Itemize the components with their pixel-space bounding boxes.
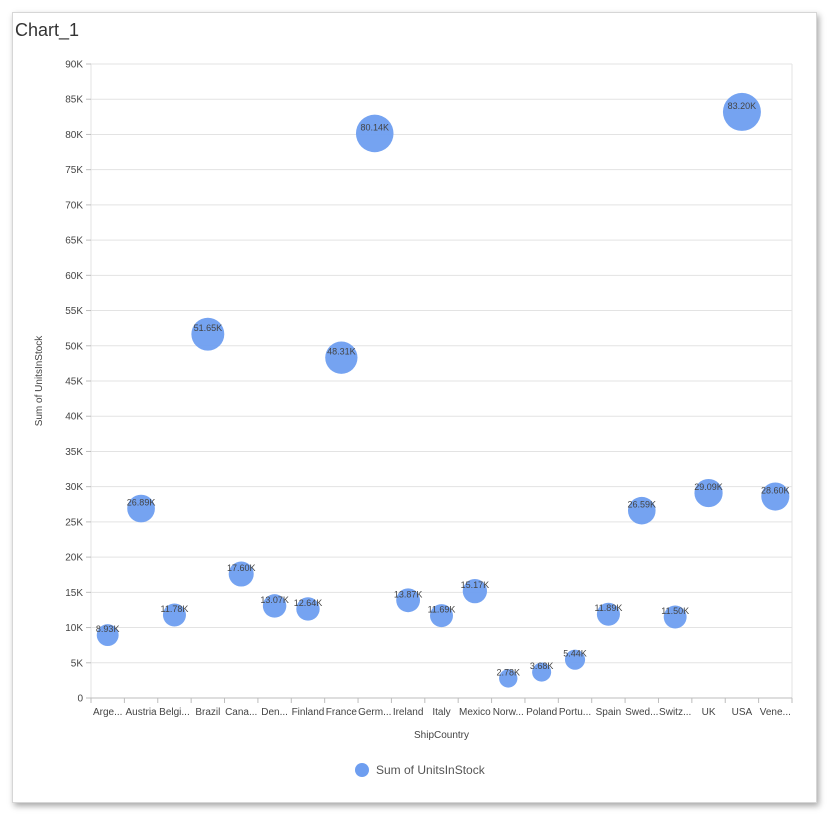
x-tick-label: Finland [292, 707, 325, 718]
y-tick-label: 60K [65, 271, 83, 282]
data-label: 11.89K [594, 603, 622, 613]
bubble[interactable] [228, 561, 254, 587]
y-tick-label: 10K [65, 623, 83, 634]
data-label: 12.64K [294, 598, 323, 608]
y-tick-label: 70K [65, 200, 83, 211]
x-tick-label: Arge... [93, 707, 122, 718]
bubble[interactable] [663, 605, 687, 629]
bubble[interactable] [564, 649, 586, 670]
y-tick-label: 75K [65, 165, 83, 176]
data-label: 26.59K [628, 500, 657, 510]
bubble[interactable] [532, 662, 552, 682]
bubble[interactable] [722, 92, 761, 131]
chart-title: Chart_1 [15, 20, 80, 40]
y-tick-label: 55K [65, 306, 83, 317]
data-label: 29.09K [694, 482, 723, 492]
x-tick-label: Italy [432, 707, 450, 718]
data-label: 13.07K [260, 595, 289, 605]
x-tick-label: Austria [126, 707, 158, 718]
bubble[interactable] [96, 624, 119, 647]
data-label: 28.60K [761, 486, 790, 496]
bubble[interactable] [191, 317, 225, 351]
data-label: 51.65K [194, 323, 223, 333]
data-label: 11.69K [428, 605, 456, 615]
bubble[interactable] [499, 669, 518, 688]
y-tick-label: 20K [65, 553, 83, 564]
bubble[interactable] [162, 603, 186, 627]
x-tick-label: Cana... [225, 707, 257, 718]
x-tick-label: Ireland [393, 707, 424, 718]
data-label: 8.93K [96, 624, 120, 634]
bubble[interactable] [430, 604, 453, 628]
x-tick-label: Portu... [559, 707, 591, 718]
bubble[interactable] [296, 597, 320, 621]
legend[interactable]: Sum of UnitsInStock [355, 763, 486, 777]
data-label: 80.14K [360, 122, 389, 132]
x-tick-label: USA [732, 707, 753, 718]
data-label: 83.20K [728, 101, 757, 111]
y-tick-label: 25K [65, 517, 83, 528]
x-tick-label: Germ... [358, 707, 391, 718]
data-label: 11.78K [161, 604, 189, 614]
data-label: 26.89K [127, 498, 156, 508]
bubble[interactable] [262, 594, 287, 618]
y-tick-label: 45K [65, 377, 83, 388]
data-label: 13.87K [394, 589, 423, 599]
bubble[interactable] [628, 496, 656, 525]
y-tick-label: 40K [65, 412, 83, 423]
data-label: 3.68K [530, 661, 554, 671]
bubble[interactable] [694, 478, 723, 508]
data-label: 2.78K [496, 667, 520, 677]
y-tick-label: 80K [65, 130, 83, 141]
gridlines [90, 63, 793, 698]
data-label: 5.44K [563, 649, 587, 659]
x-tick-label: Den... [261, 707, 288, 718]
bubble-series: 8.93K 26.89K 11.78K 51.65K 17.60K 13.07K 12.64… [96, 92, 790, 688]
y-tick-label: 85K [65, 95, 83, 106]
y-tick-label: 35K [65, 447, 83, 458]
data-label: 11.50K [661, 606, 689, 616]
bubble[interactable] [761, 482, 790, 511]
y-tick-label: 30K [65, 482, 83, 493]
x-tick-label: Swed... [625, 707, 658, 718]
x-tick-label: Brazil [195, 707, 220, 718]
x-axis-title: ShipCountry [414, 730, 469, 741]
x-tick-label: Belgi... [159, 707, 190, 718]
x-axis-ticks: Arge... Austria Belgi... Brazil Cana... Den..… [90, 698, 793, 718]
y-axis-title: Sum of UnitsInStock [34, 335, 45, 427]
x-tick-label: Mexico [459, 707, 491, 718]
x-tick-label: Poland [526, 707, 557, 718]
data-label: 48.31K [327, 347, 356, 357]
bubble[interactable] [127, 494, 155, 523]
bubble[interactable] [462, 579, 488, 604]
x-tick-label: UK [702, 707, 716, 718]
y-tick-label: 65K [65, 236, 83, 247]
bubble[interactable] [396, 588, 421, 613]
legend-label: Sum of UnitsInStock [376, 763, 486, 777]
bubble[interactable] [355, 114, 394, 153]
x-tick-label: Vene... [760, 707, 791, 718]
y-tick-label: 5K [71, 658, 84, 669]
chart-panel [12, 12, 817, 803]
y-axis-ticks: 0 5K 10K 15K 20K 25K 30K 35K 40K 45K 50K 55K 60K 65K 7… [65, 60, 91, 705]
data-label: 17.60K [227, 563, 256, 573]
y-tick-label: 15K [65, 588, 83, 599]
bubble[interactable] [325, 341, 358, 374]
legend-marker [355, 763, 369, 777]
x-tick-label: France [326, 707, 358, 718]
y-tick-label: 90K [65, 60, 83, 71]
x-tick-label: Switz... [659, 707, 691, 718]
bubble[interactable] [596, 602, 620, 626]
data-label: 15.17K [461, 580, 490, 590]
y-tick-label: 50K [65, 341, 83, 352]
y-tick-label: 0 [77, 694, 83, 705]
x-tick-label: Norw... [493, 707, 524, 718]
x-tick-label: Spain [596, 707, 622, 718]
